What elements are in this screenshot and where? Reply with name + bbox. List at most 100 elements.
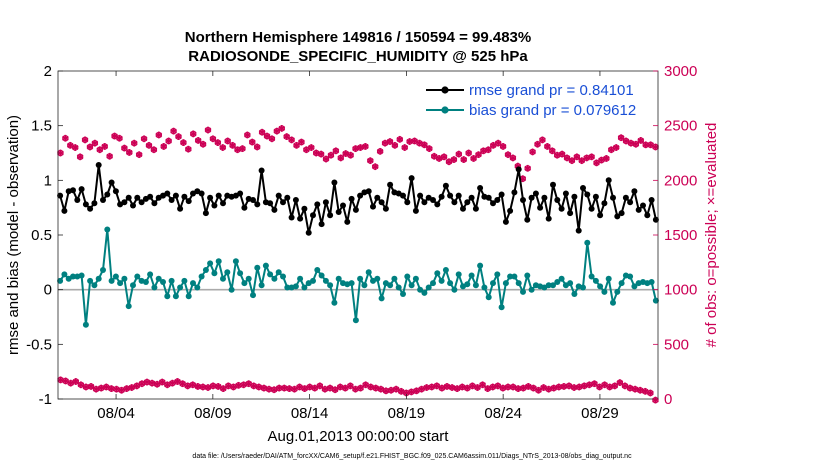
bias-series-point xyxy=(447,280,454,287)
rmse-series-point xyxy=(584,191,591,198)
bias-series-point xyxy=(215,258,222,265)
bias-series-point xyxy=(121,275,128,282)
obs-count-marker xyxy=(421,141,428,149)
bias-series-point xyxy=(181,277,188,284)
bias-series-point xyxy=(520,288,526,295)
bias-series-point xyxy=(550,282,556,289)
bias-series-point xyxy=(224,269,231,276)
rmse-series-point xyxy=(387,181,394,188)
bias-series-point xyxy=(82,321,89,328)
rmse-series-point xyxy=(348,195,355,202)
rmse-series-point xyxy=(370,203,376,210)
bias-series-point xyxy=(494,271,501,278)
rmse-series-point xyxy=(421,199,428,206)
bias-series-point xyxy=(378,295,385,302)
bias-series-point xyxy=(164,293,171,300)
y-tick-label: -1 xyxy=(39,391,52,408)
y-axis-right-label: # of obs: o=possible; ×=evaluated xyxy=(703,123,720,348)
obs-count-marker xyxy=(278,125,286,132)
obs-count-marker xyxy=(57,149,64,157)
obs-count-marker xyxy=(153,380,161,388)
bias-series-point xyxy=(207,260,214,267)
rmse-series-point xyxy=(87,205,94,212)
y-right-tick-label: 1000 xyxy=(664,282,697,299)
obs-count-marker xyxy=(145,141,153,149)
rmse-series-point xyxy=(614,213,621,220)
bias-series-point xyxy=(352,317,359,324)
obs-count-marker xyxy=(219,385,227,393)
bias-series-point xyxy=(241,280,248,287)
obs-count-marker xyxy=(87,383,95,390)
obs-count-marker xyxy=(175,133,182,140)
obs-count-marker xyxy=(199,140,207,148)
rmse-series-point xyxy=(434,201,441,208)
rmse-series-point xyxy=(305,229,312,236)
bias-series-point xyxy=(280,273,286,280)
bias-series-point xyxy=(284,284,291,291)
bias-series-point xyxy=(318,272,325,279)
bias-series-point xyxy=(78,272,85,279)
rmse-series-point xyxy=(485,194,492,201)
obs-count-marker xyxy=(465,149,473,157)
bias-series-point xyxy=(472,282,479,289)
obs-count-marker xyxy=(138,380,146,388)
obs-count-marker xyxy=(219,144,227,151)
rmse-series-point xyxy=(558,205,565,212)
obs-count-marker xyxy=(652,396,659,404)
obs-count-marker xyxy=(474,384,481,391)
bias-series-point xyxy=(142,279,149,285)
bias-series-point xyxy=(588,273,595,280)
bias-series-point xyxy=(567,280,574,287)
obs-count-marker xyxy=(535,386,542,394)
bias-series-point xyxy=(87,277,94,284)
y-tick-label: 1 xyxy=(44,172,52,189)
obs-count-marker xyxy=(96,146,104,154)
rmse-series-point xyxy=(104,191,111,198)
rmse-series-point xyxy=(61,207,68,214)
rmse-series-point xyxy=(310,212,316,219)
y-tick-label: 2 xyxy=(44,63,52,80)
rmse-series-point xyxy=(112,188,119,195)
rmse-series-point xyxy=(314,201,321,208)
bias-series-point xyxy=(194,284,201,291)
rmse-series-point xyxy=(95,162,102,168)
rmse-series-point xyxy=(301,205,308,212)
bias-series-point xyxy=(108,277,115,284)
bias-series-point xyxy=(404,273,411,280)
chart-title-line2: RADIOSONDE_SPECIFIC_HUMIDITY @ 525 hPa xyxy=(188,48,528,65)
bias-series-point xyxy=(455,271,462,278)
x-tick-label: 08/24 xyxy=(484,405,522,422)
bias-series-point xyxy=(327,282,334,289)
bias-series-point xyxy=(464,281,471,288)
bias-series-point xyxy=(468,272,475,279)
bias-series-point xyxy=(524,272,531,279)
bias-series-point xyxy=(571,291,578,297)
rmse-series-point xyxy=(258,167,265,174)
obs-count-marker xyxy=(479,381,486,389)
bias-series-point xyxy=(417,286,424,293)
y-right-tick-label: 2500 xyxy=(664,118,697,135)
rmse-series-point xyxy=(271,206,278,213)
rmse-series-point xyxy=(121,199,128,206)
rmse-series-point xyxy=(554,197,561,203)
rmse-series-point xyxy=(134,194,141,201)
bias-series-point xyxy=(357,275,364,282)
rmse-series-point xyxy=(91,200,98,207)
bias-series-point xyxy=(125,303,132,310)
rmse-series-point xyxy=(288,214,295,221)
y-tick-label: 1.5 xyxy=(31,118,52,135)
rmse-series-point xyxy=(220,200,226,207)
bias-series-point xyxy=(597,283,604,290)
obs-count-marker xyxy=(362,143,369,150)
obs-count-marker xyxy=(209,135,217,143)
obs-count-marker xyxy=(637,137,645,144)
rmse-series-point xyxy=(412,207,419,214)
rmse-series-point xyxy=(430,197,436,203)
obs-count-marker xyxy=(72,378,80,385)
obs-count-marker xyxy=(253,143,261,151)
rmse-series-point xyxy=(125,194,132,201)
obs-count-marker xyxy=(539,136,546,144)
rmse-series-point xyxy=(177,205,184,212)
bias-series-point xyxy=(627,273,634,280)
rmse-series-point xyxy=(610,194,616,201)
